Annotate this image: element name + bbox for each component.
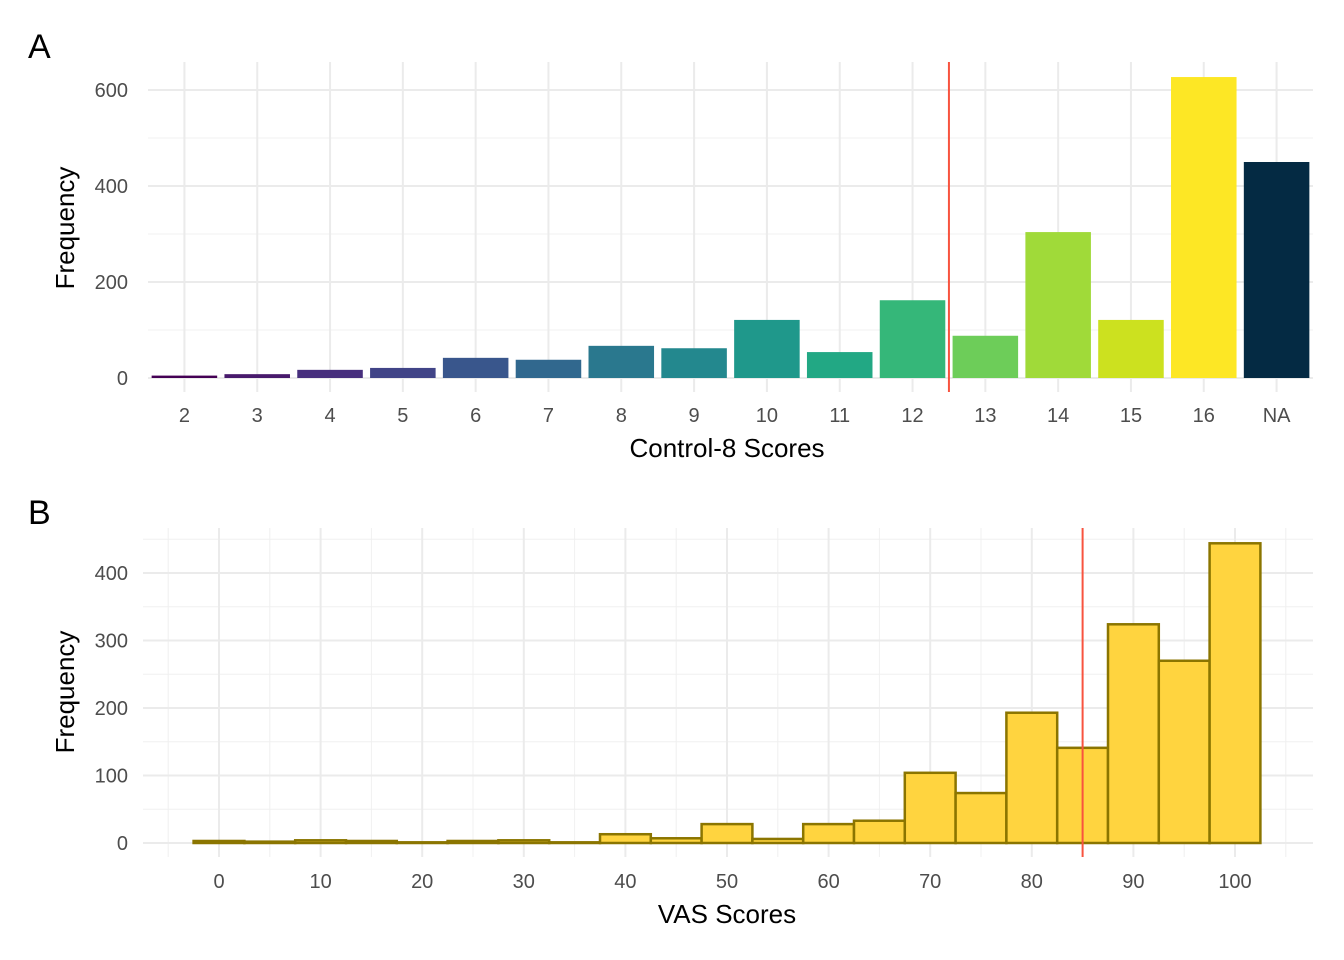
histogram-bar-10 [293,839,348,845]
histogram-bar-90 [1106,623,1161,845]
x-tick-label: 90 [1122,871,1144,893]
histogram-bar-5 [243,840,297,845]
bar-NA [1243,162,1310,378]
x-tick-label: 13 [974,405,996,427]
x-tick-label: 100 [1218,871,1251,893]
bar-12 [879,300,946,378]
bar-13 [952,335,1019,378]
histogram-bar-60 [801,822,856,845]
x-tick-label: 16 [1193,405,1215,427]
x-tick-label: 9 [689,405,700,427]
y-tick-label: 0 [117,368,128,390]
x-tick-label: 70 [919,871,941,893]
y-axis-title: Frequency [50,167,80,290]
histogram-bar-35 [547,841,602,845]
histogram-bar-15 [344,839,399,845]
x-tick-label: 15 [1120,405,1142,427]
bar-16 [1171,77,1237,378]
y-tick-label: 200 [95,698,128,720]
bar-5 [370,367,436,378]
histogram-bar-65 [852,819,907,845]
histogram-bar-0 [192,839,246,845]
x-tick-label: 60 [817,871,839,893]
x-tick-label: 7 [543,405,554,427]
x-tick-label: 11 [829,405,850,427]
y-tick-label: 600 [95,80,128,102]
histogram-bar-100 [1208,542,1262,845]
bar-6 [442,357,509,378]
x-tick-label: 30 [513,871,535,893]
y-axis-title: Frequency [50,631,80,754]
x-axis-title: VAS Scores [658,899,796,929]
x-tick-label: 10 [309,871,331,893]
x-tick-label: 40 [614,871,636,893]
x-tick-label: 8 [616,405,627,427]
bar-4 [297,369,363,378]
x-tick-label: NA [1263,405,1291,427]
x-tick-label: 14 [1047,405,1069,427]
bar-2 [151,375,218,378]
histogram-bar-45 [649,837,703,845]
x-axis-title: Control-8 Scores [629,433,824,463]
histogram-bar-75 [954,791,1008,845]
histogram-bar-25 [446,839,500,845]
y-tick-label: 0 [117,833,128,855]
x-tick-label: 3 [252,405,263,427]
x-tick-label: 50 [716,871,738,893]
bar-15 [1098,319,1164,378]
histogram-bar-95 [1157,659,1211,845]
x-tick-label: 20 [411,871,433,893]
x-tick-label: 5 [397,405,408,427]
x-tick-label: 10 [756,405,778,427]
bar-10 [734,319,800,378]
y-tick-label: 400 [95,563,128,585]
histogram-bar-50 [700,822,754,845]
y-tick-label: 100 [95,766,128,788]
y-tick-label: 400 [95,176,128,198]
bar-9 [661,348,727,378]
bar-7 [515,359,582,378]
x-tick-label: 12 [901,405,923,427]
bar-11 [806,352,873,378]
histogram-bar-30 [497,839,551,845]
histogram-bar-40 [598,832,653,845]
bar-14 [1025,232,1091,378]
x-tick-label: 0 [213,871,224,893]
y-tick-label: 300 [95,631,128,653]
x-tick-label: 80 [1021,871,1043,893]
panel-tag: A [28,28,51,66]
histogram-bar-80 [1005,711,1059,845]
y-tick-label: 200 [95,272,128,294]
x-tick-label: 4 [324,405,335,427]
x-tick-label: 2 [179,405,190,427]
histogram-bar-55 [751,837,805,845]
histogram-bar-70 [903,771,957,845]
bar-3 [224,374,290,378]
x-tick-label: 6 [470,405,481,427]
panel-tag: B [28,494,51,532]
bar-8 [588,345,655,378]
histogram-bar-20 [395,841,449,845]
